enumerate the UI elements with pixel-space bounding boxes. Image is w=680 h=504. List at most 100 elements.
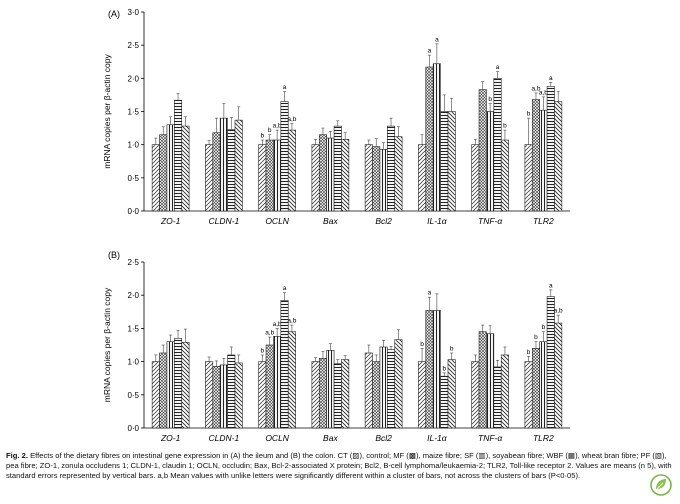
bar-zo-1-wbf	[174, 100, 181, 211]
bar-il-1-pf	[448, 360, 455, 428]
bar-bcl2-mf	[373, 147, 380, 211]
bar-zo-1-mf	[160, 353, 167, 428]
bar-il-1-mf	[426, 310, 433, 428]
significance-letter: b	[488, 96, 492, 103]
bar-il-1-mf	[426, 67, 433, 211]
y-tick-label: 1·0	[127, 358, 139, 367]
bar-cldn-1-mf	[213, 366, 220, 428]
chart-panel-a: (A) 0·0 0·5 1·0 1·5 2·0 2·5 3·0 mRNA copies per …	[102, 8, 570, 226]
bar-bax-mf	[319, 135, 326, 211]
bar-il-1-sf	[433, 310, 440, 428]
y-tick-label: 0·5	[127, 174, 139, 183]
bar-il-1-sf	[433, 64, 440, 211]
bar-tnf-sf	[486, 334, 493, 428]
significance-letter: a	[549, 282, 553, 289]
significance-letter: a,b	[265, 330, 274, 337]
bar-cldn-1-wbf	[228, 129, 235, 211]
x-tick-label: CLDN-1	[209, 433, 240, 443]
x-tick-label: ZO-1	[160, 216, 181, 226]
x-tick-label: TLR2	[533, 216, 554, 226]
bar-il-1-wbf	[441, 112, 448, 212]
bar-ocln-sf	[273, 336, 280, 428]
bar-tlr2-pf	[554, 323, 561, 428]
leaf-logo-icon	[650, 474, 672, 496]
significance-letter: a	[428, 290, 432, 297]
x-tick-label: TNF-α	[478, 433, 503, 443]
y-tick-label: 3·0	[127, 8, 139, 17]
bar-cldn-1-wbf	[228, 355, 235, 428]
significance-letter: a	[435, 36, 439, 43]
x-tick-label: Bcl2	[375, 433, 392, 443]
significance-letter: a	[496, 64, 500, 71]
caption-label: Fig. 2.	[6, 451, 28, 460]
bar-bax-pf	[341, 360, 348, 428]
bar-ocln-ct	[259, 145, 266, 211]
bar-ocln-pf	[288, 130, 295, 211]
y-tick-label: 2·5	[127, 258, 139, 267]
significance-letter: a	[428, 48, 432, 55]
x-tick-label: OCLN	[265, 433, 289, 443]
bar-il-1-ct	[418, 362, 425, 428]
bar-bcl2-mf	[373, 362, 380, 428]
y-tick-label: 0·5	[127, 391, 139, 400]
x-tick-label: Bcl2	[375, 216, 392, 226]
bar-bcl2-pf	[395, 137, 402, 211]
bar-zo-1-ct	[152, 362, 159, 428]
significance-letter: b	[420, 341, 424, 348]
significance-letter: b	[261, 347, 265, 354]
bar-bcl2-pf	[395, 340, 402, 428]
significance-letter: a,b	[554, 308, 563, 315]
bar-tlr2-wbf	[547, 86, 554, 211]
x-tick-label: IL-1α	[427, 433, 448, 443]
y-tick-label: 1·5	[127, 324, 139, 333]
bar-zo-1-pf	[182, 342, 189, 428]
bar-tlr2-sf	[540, 110, 547, 211]
y-tick-label: 2·0	[127, 291, 139, 300]
bar-tlr2-mf	[532, 100, 539, 211]
x-tick-label: OCLN	[265, 216, 289, 226]
bar-bax-ct	[312, 362, 319, 428]
bar-cldn-1-mf	[213, 133, 220, 211]
bar-cldn-1-sf	[220, 118, 227, 211]
bar-cldn-1-ct	[205, 145, 212, 211]
x-tick-label: CLDN-1	[209, 216, 240, 226]
bar-bax-pf	[341, 139, 348, 211]
bar-il-1-ct	[418, 145, 425, 211]
bar-zo-1-wbf	[174, 338, 181, 428]
bar-ocln-sf	[273, 140, 280, 211]
x-tick-label: Bax	[323, 216, 338, 226]
bar-tnf-mf	[479, 90, 486, 211]
y-axis-label: mRNA copies per β-actin copy	[102, 287, 112, 402]
bar-tnf-ct	[472, 362, 479, 428]
y-axis-label: mRNA copies per β-actin copy	[102, 54, 112, 169]
bar-bcl2-wbf	[387, 126, 394, 211]
y-tick-label: 1·0	[127, 141, 139, 150]
significance-letter: b	[268, 127, 272, 134]
bar-ocln-ct	[259, 362, 266, 428]
bar-il-1-pf	[448, 112, 455, 212]
bar-tlr2-wbf	[547, 297, 554, 428]
significance-letter: b	[534, 334, 538, 341]
y-tick-label: 0·0	[127, 207, 139, 216]
bar-bcl2-sf	[380, 149, 387, 211]
significance-letter: b	[261, 133, 265, 140]
bar-zo-1-sf	[167, 125, 174, 211]
bar-bax-sf	[327, 350, 334, 428]
bar-bcl2-sf	[380, 347, 387, 428]
bar-tnf-sf	[486, 112, 493, 212]
bar-cldn-1-ct	[205, 362, 212, 428]
bar-tlr2-pf	[554, 102, 561, 211]
significance-letter: b	[503, 123, 507, 130]
bar-bax-wbf	[334, 126, 341, 211]
figure-charts: (A) 0·0 0·5 1·0 1·5 2·0 2·5 3·0 mRNA copies per …	[0, 0, 680, 450]
bar-bcl2-ct	[365, 353, 372, 428]
significance-letter: b	[442, 365, 446, 372]
bar-bcl2-ct	[365, 145, 372, 211]
bar-zo-1-ct	[152, 145, 159, 211]
bar-tnf-ct	[472, 145, 479, 211]
bar-bcl2-wbf	[387, 350, 394, 428]
x-tick-label: TNF-α	[478, 216, 503, 226]
significance-letter: a	[283, 285, 287, 292]
bar-tlr2-sf	[540, 342, 547, 428]
figure-caption: Fig. 2. Effects of the dietary fibres on…	[6, 451, 674, 481]
